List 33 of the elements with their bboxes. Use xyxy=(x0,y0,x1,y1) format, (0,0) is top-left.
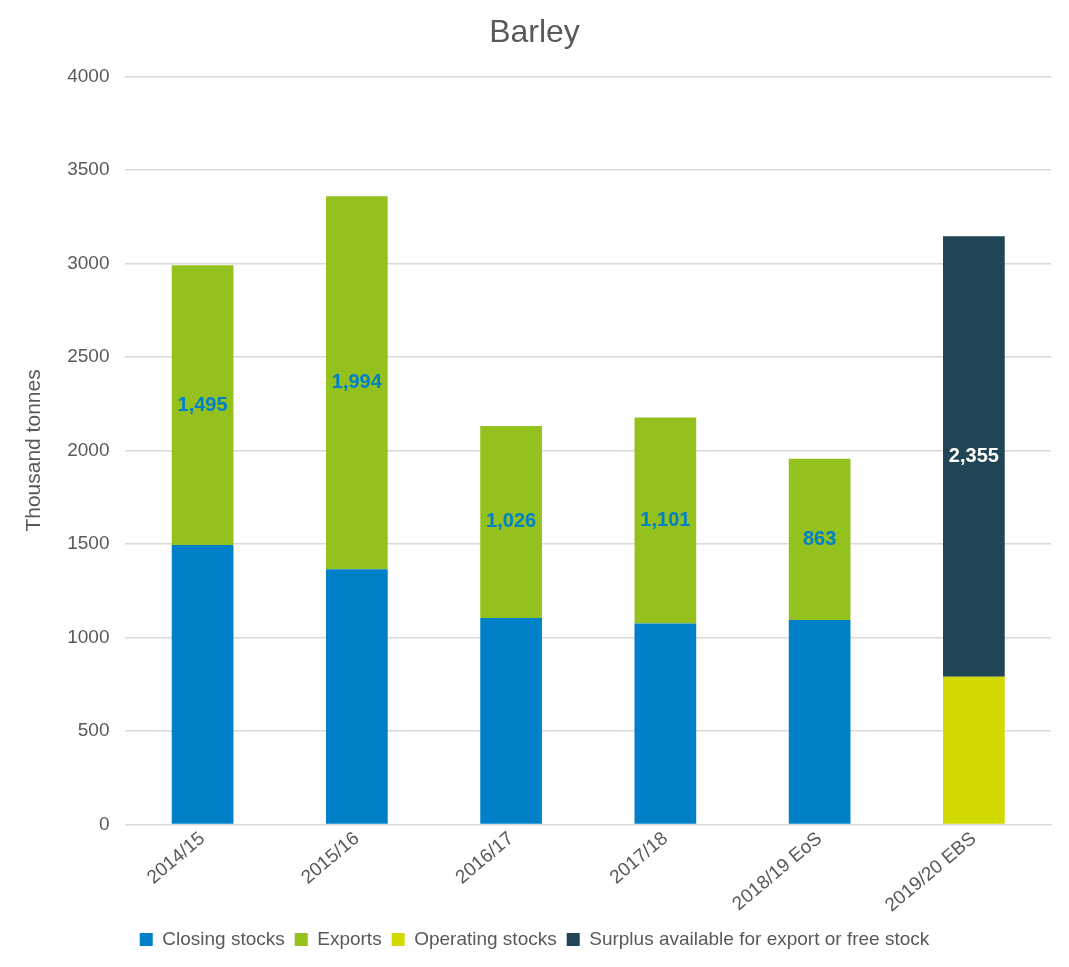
chart-title: Barley xyxy=(489,13,580,50)
legend-label: Exports xyxy=(317,927,382,949)
data-label: 1,101 xyxy=(640,508,691,531)
bar xyxy=(480,425,542,618)
bar xyxy=(326,569,388,824)
y-tick-label: 2000 xyxy=(67,438,110,460)
y-tick-label: 1500 xyxy=(67,532,110,554)
y-tick-label: 500 xyxy=(77,719,110,741)
y-axis-title: Thousand tonnes xyxy=(21,369,45,532)
y-tick-label: 1000 xyxy=(67,625,110,647)
legend-label: Surplus available for export or free stock xyxy=(589,927,930,949)
data-label: 1,026 xyxy=(486,509,537,532)
data-label: 1,495 xyxy=(177,392,228,415)
bar xyxy=(171,544,234,824)
bar xyxy=(171,265,234,545)
y-tick-label: 0 xyxy=(98,812,110,834)
y-tick-label: 2500 xyxy=(67,345,110,367)
y-tick-label: 4000 xyxy=(67,64,110,86)
bar xyxy=(480,617,542,824)
bar xyxy=(326,196,388,570)
legend-label: Operating stocks xyxy=(414,927,557,949)
bar xyxy=(788,620,851,824)
bar xyxy=(634,417,697,624)
bar xyxy=(634,623,697,824)
data-label: 863 xyxy=(802,526,837,549)
bar xyxy=(943,236,1005,677)
y-tick-label: 3000 xyxy=(67,251,110,273)
legend-label: Closing stocks xyxy=(162,927,285,949)
data-label: 2,355 xyxy=(948,444,999,467)
data-label: 1,994 xyxy=(331,370,383,393)
bar xyxy=(943,676,1005,824)
y-tick-label: 3500 xyxy=(67,158,110,180)
bar xyxy=(788,458,851,621)
